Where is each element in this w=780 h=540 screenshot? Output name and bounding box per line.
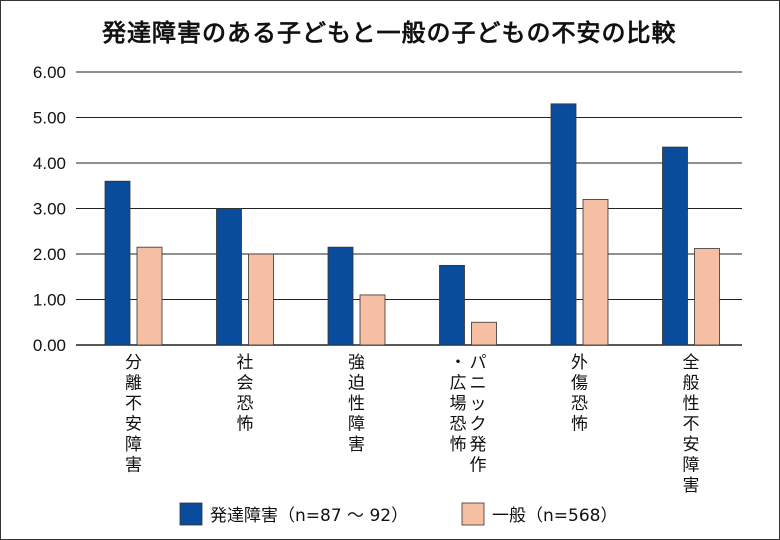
bar-developmental <box>216 208 242 346</box>
bar-developmental <box>550 103 577 346</box>
category-label-char: 怖 <box>571 415 588 435</box>
category-label-char: ッ <box>470 394 487 414</box>
y-tick-label: 1.00 <box>33 291 66 310</box>
bar-general <box>471 321 497 346</box>
category-label-char: 恐 <box>237 394 254 414</box>
bar-general <box>359 294 386 346</box>
category-label-char: 安 <box>683 435 700 455</box>
category-label-char: 離 <box>125 374 142 394</box>
category-label-char: 障 <box>683 456 700 476</box>
category-label-char: ニ <box>470 374 487 394</box>
category-label-char: 社 <box>237 353 254 373</box>
category-label-char: パ <box>470 353 487 373</box>
category-label-char: 性 <box>348 394 365 414</box>
category-label-char: 安 <box>125 415 142 435</box>
y-tick-label: 4.00 <box>33 154 66 173</box>
category-label-char: 迫 <box>348 374 365 394</box>
category-label-char: ク <box>470 415 487 435</box>
category-label-char: 不 <box>683 415 700 435</box>
category-label-char: 障 <box>125 435 142 455</box>
category-label-char: ・ <box>450 353 467 373</box>
category-label-char: 般 <box>683 374 700 394</box>
legend-label-general: 一般（n=568） <box>492 506 617 526</box>
bar-general <box>694 248 720 346</box>
y-tick-label: 6.00 <box>33 63 66 82</box>
category-label-char: 傷 <box>571 374 588 394</box>
bar-general <box>582 198 609 346</box>
y-tick-label: 5.00 <box>33 109 66 128</box>
category-label-char: 発 <box>470 435 487 455</box>
chart-title: 発達障害のある子どもと一般の子どもの不安の比較 <box>102 19 677 47</box>
category-label-char: 強 <box>348 353 365 373</box>
category-label-char: 怖 <box>237 415 254 435</box>
category-label-char: 害 <box>348 435 365 455</box>
y-tick-label: 3.00 <box>33 200 66 219</box>
legend-swatch-developmental <box>179 502 203 526</box>
category-label-char: 広 <box>450 374 467 394</box>
category-label-char: 害 <box>125 456 142 476</box>
y-tick-label: 2.00 <box>33 245 66 264</box>
category-label-char: 作 <box>470 456 487 476</box>
category-label-char: 全 <box>683 353 700 373</box>
category-label-char: 分 <box>125 353 142 373</box>
category-label-char: 恐 <box>571 394 588 414</box>
bar-developmental <box>662 146 688 346</box>
category-label-char: 障 <box>348 415 365 435</box>
bar-developmental <box>439 264 465 346</box>
category-label-char: 恐 <box>450 415 467 435</box>
legend-swatch-general <box>461 502 485 526</box>
category-label-char: 性 <box>683 394 700 414</box>
bar-developmental <box>327 246 354 346</box>
legend-label-developmental: 発達障害（n=87 ～ 92） <box>210 506 408 526</box>
category-label-char: 会 <box>237 374 254 394</box>
bar-developmental <box>104 180 131 346</box>
bar-general <box>248 253 274 346</box>
category-label-char: 場 <box>450 394 467 414</box>
category-label-char: 不 <box>125 394 142 414</box>
category-label-char: 害 <box>683 476 700 496</box>
y-tick-label: 0.00 <box>33 336 66 355</box>
bar-general <box>136 246 163 346</box>
category-label-char: 怖 <box>450 435 467 455</box>
category-label-char: 外 <box>571 353 588 373</box>
